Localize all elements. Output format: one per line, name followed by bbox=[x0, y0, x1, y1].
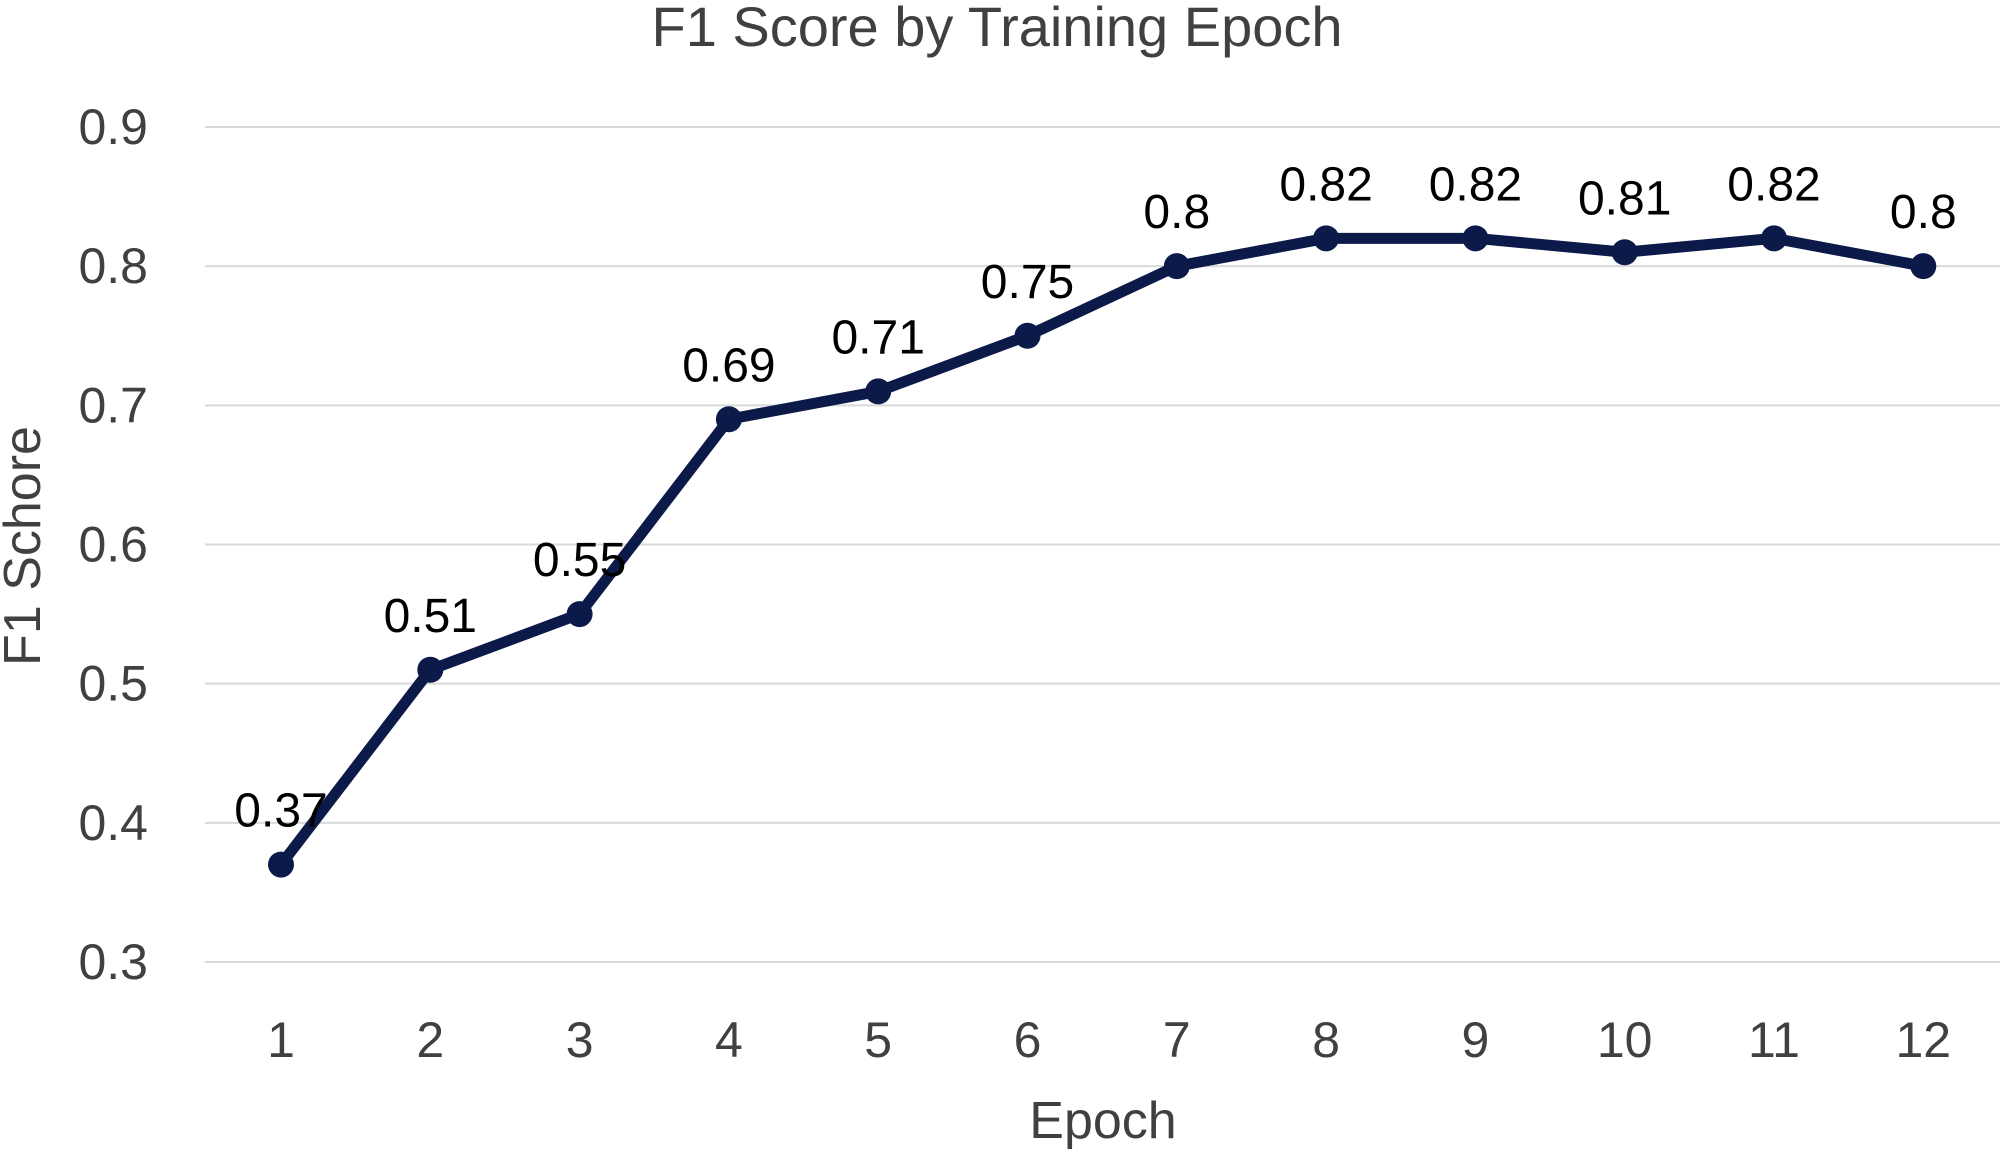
x-tick-label: 12 bbox=[1895, 1012, 1951, 1068]
x-tick-label: 11 bbox=[1748, 1012, 1800, 1068]
series-line bbox=[275, 232, 1929, 871]
x-tick-label: 9 bbox=[1461, 1012, 1489, 1068]
data-label: 0.55 bbox=[533, 534, 626, 587]
data-label: 0.51 bbox=[384, 590, 477, 643]
data-point bbox=[1462, 225, 1489, 252]
y-tick-label: 0.6 bbox=[78, 517, 148, 573]
data-point bbox=[1910, 253, 1937, 280]
data-point bbox=[865, 378, 892, 405]
x-tick-label: 2 bbox=[416, 1012, 444, 1068]
data-point bbox=[715, 406, 742, 433]
data-point bbox=[566, 601, 593, 628]
data-label: 0.75 bbox=[981, 256, 1074, 309]
x-tick-label: 3 bbox=[566, 1012, 594, 1068]
y-tick-label: 0.8 bbox=[78, 238, 148, 294]
data-label: 0.82 bbox=[1429, 158, 1522, 211]
data-point bbox=[1611, 239, 1638, 266]
gridlines bbox=[205, 126, 2000, 963]
data-labels: 0.37 0.51 0.55 0.69 0.71 0.75 0.8 0.82 0.82 0.81 0… bbox=[234, 158, 1956, 837]
data-label: 0.82 bbox=[1279, 158, 1372, 211]
data-label: 0.37 bbox=[234, 785, 327, 838]
data-label: 0.8 bbox=[1890, 186, 1957, 239]
x-tick-label: 8 bbox=[1312, 1012, 1340, 1068]
y-tick-labels: 0.3 0.4 0.5 0.6 0.7 0.8 0.9 bbox=[78, 99, 148, 990]
data-point bbox=[1163, 253, 1190, 280]
y-tick-label: 0.9 bbox=[78, 99, 148, 155]
x-tick-label: 1 bbox=[267, 1012, 295, 1068]
x-tick-labels: 1 2 3 4 5 6 7 8 9 10 11 12 bbox=[267, 1012, 1951, 1068]
y-tick-label: 0.5 bbox=[78, 656, 148, 712]
data-point bbox=[417, 656, 444, 683]
y-tick-label: 0.7 bbox=[78, 377, 148, 433]
y-tick-label: 0.4 bbox=[78, 795, 148, 851]
data-label: 0.82 bbox=[1727, 158, 1820, 211]
x-tick-label: 10 bbox=[1597, 1012, 1653, 1068]
data-point bbox=[1313, 225, 1340, 252]
y-tick-label: 0.3 bbox=[78, 934, 148, 990]
data-label: 0.71 bbox=[831, 311, 924, 364]
data-label: 0.69 bbox=[682, 339, 775, 392]
data-point bbox=[268, 851, 294, 878]
data-points bbox=[268, 225, 1937, 878]
data-label: 0.81 bbox=[1578, 172, 1671, 225]
chart-title: F1 Score by Training Epoch bbox=[651, 0, 1342, 58]
x-tick-label: 5 bbox=[864, 1012, 892, 1068]
x-axis-label: Epoch bbox=[1029, 1092, 1176, 1150]
series-line-group bbox=[275, 232, 1929, 871]
y-axis-label: F1 Schore bbox=[0, 426, 52, 666]
x-tick-label: 7 bbox=[1163, 1012, 1191, 1068]
data-point bbox=[1014, 322, 1041, 349]
x-tick-label: 4 bbox=[715, 1012, 743, 1068]
data-point bbox=[1761, 225, 1787, 252]
x-tick-label: 6 bbox=[1014, 1012, 1042, 1068]
data-label: 0.8 bbox=[1143, 186, 1210, 239]
